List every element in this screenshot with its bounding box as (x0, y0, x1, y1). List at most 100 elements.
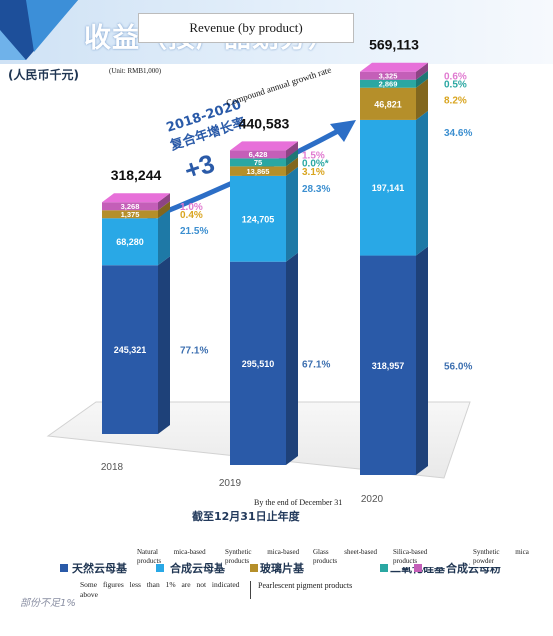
legend-label-cn-natural: 天然云母基 (72, 562, 127, 575)
legend-item-glass: 玻璃片基 Glass sheet-based products (250, 540, 386, 582)
bar-side-natural-2019 (286, 252, 298, 465)
total-label-2020: 569,113 (369, 37, 419, 53)
legend-item-silica: 二氧化硅基 Silica-based products (380, 540, 460, 582)
category-label-2019: 2019 (219, 478, 242, 489)
data-label-glass-2019: 13,865 (247, 167, 270, 176)
bar-side-powder-2020 (416, 62, 428, 80)
bar-synthetic-2020 (360, 119, 416, 256)
bar-top-2020 (360, 62, 428, 72)
cagr-arrowhead (330, 120, 356, 142)
bar-side-synthetic-2019 (286, 166, 298, 262)
legend-swatch-silica (380, 564, 388, 572)
bar-powder-2019 (230, 150, 286, 159)
legend-label-glass: Glass sheet-based products (310, 547, 386, 567)
share-label-glass-2019: 3.1% (302, 167, 325, 178)
data-label-powder-2020: 3,325 (379, 71, 398, 80)
bar-powder-2020 (360, 71, 416, 80)
bar-side-silica-2020 (416, 70, 428, 88)
bar-side-silica-2019 (286, 149, 298, 167)
bar-side-synthetic-2018 (158, 209, 170, 266)
legend-swatch-synthetic (156, 564, 164, 572)
unit-label: (Unit: RMB1,000) (106, 64, 204, 78)
x-axis-caption-cn: 截至12月31日止年度 (192, 510, 300, 523)
bar-side-glass-2019 (286, 157, 298, 176)
bar-powder-2018 (102, 202, 158, 211)
legend-item-natural: 天然云母基 Natural mica-based products (60, 540, 230, 582)
share-label-silica-2019: 0.0%* (302, 158, 329, 169)
data-label-silica-2019: 75 (254, 158, 262, 167)
bar-silica-2020 (360, 79, 416, 88)
bars-layer: 245,321 77.1% 68,280 21.5% 1,375 0.4% 3,268 1.0… (101, 37, 473, 505)
legend-label-cn-glass: 玻璃片基 (260, 562, 304, 575)
legend-swatch-powder (414, 564, 422, 572)
data-label-synthetic-2019: 124,705 (242, 214, 275, 224)
total-label-2018: 318,244 (111, 167, 162, 183)
footnote-text: Some figures less than 1% are not indica… (80, 580, 240, 599)
data-label-silica-2020: 2,869 (379, 79, 398, 88)
data-label-synthetic-2018: 68,280 (116, 237, 144, 247)
x-axis-caption: By the end of December 31 (236, 496, 361, 510)
bar-natural-2019 (230, 261, 286, 465)
legend-title: Pearlescent pigment products (258, 581, 353, 590)
legend-label-powder: Synthetic mica powder (470, 547, 536, 567)
bar-side-natural-2018 (158, 256, 170, 434)
footnote: Some figures less than 1% are not indica… (76, 578, 448, 604)
share-label-natural-2018: 77.1% (180, 346, 208, 357)
share-label-synthetic-2018: 21.5% (180, 226, 208, 237)
legend-label-natural: Natural mica-based products (134, 547, 230, 567)
bar-glass-2018 (102, 210, 158, 219)
category-label-2020: 2020 (361, 494, 384, 505)
share-label-silica-2020: 0.5% (444, 80, 467, 91)
share-label-glass-2020: 8.2% (444, 96, 467, 107)
page-title: Revenue (by product) (138, 13, 354, 43)
bar-side-natural-2020 (416, 246, 428, 475)
unit-label-cn: (人民币千元) (8, 68, 79, 82)
bar-side-synthetic-2020 (416, 110, 428, 256)
share-label-powder-2020: 0.6% (444, 72, 467, 83)
legend: 天然云母基 Natural mica-based products 合成云母基 … (0, 540, 553, 582)
bar-side-glass-2020 (416, 78, 428, 120)
legend-label-silica: Silica-based products (390, 547, 450, 567)
category-label-2018: 2018 (101, 462, 124, 473)
data-label-powder-2018: 3,268 (121, 202, 140, 211)
data-label-synthetic-2020: 197,141 (372, 183, 405, 193)
logo-icon (0, 0, 78, 60)
data-label-natural-2020: 318,957 (372, 361, 405, 371)
legend-swatch-natural (60, 564, 68, 572)
share-label-powder-2018: 1.0% (180, 202, 203, 213)
data-label-glass-2020: 46,821 (374, 99, 402, 109)
legend-swatch-glass (250, 564, 258, 572)
bar-side-powder-2019 (286, 141, 298, 159)
bar-synthetic-2018 (102, 218, 158, 266)
bar-side-glass-2018 (158, 201, 170, 219)
data-label-glass-2018: 1,375 (121, 210, 140, 219)
share-label-natural-2020: 56.0% (444, 361, 472, 372)
cagr-value: +3 (181, 148, 218, 186)
legend-label-cn-synthetic: 合成云母基 (170, 562, 225, 575)
share-label-synthetic-2020: 34.6% (444, 128, 472, 139)
bar-side-powder-2018 (158, 193, 170, 211)
share-label-glass-2018: 0.4% (180, 210, 203, 221)
share-label-synthetic-2019: 28.3% (302, 184, 330, 195)
data-label-powder-2019: 6,428 (249, 150, 268, 159)
legend-item-powder: 合成云母粉 Synthetic mica powder (414, 540, 550, 582)
bar-glass-2019 (230, 166, 286, 176)
bar-silica-2019 (230, 158, 286, 167)
data-label-natural-2019: 295,510 (242, 359, 275, 369)
share-label-powder-2019: 1.5% (302, 150, 325, 161)
bar-synthetic-2019 (230, 175, 286, 262)
legend-label-synthetic: Synthetic mica-based products (222, 547, 318, 567)
data-label-natural-2018: 245,321 (114, 345, 147, 355)
bar-glass-2020 (360, 87, 416, 120)
share-label-natural-2019: 67.1% (302, 359, 330, 370)
legend-item-synthetic: 合成云母基 Synthetic mica-based products (156, 540, 318, 582)
total-label-2019: 440,583 (239, 115, 290, 131)
bar-natural-2020 (360, 255, 416, 475)
footnote-divider (250, 581, 251, 599)
bar-natural-2018 (102, 265, 158, 434)
bar-top-2019 (230, 141, 298, 151)
bar-top-2018 (102, 193, 170, 203)
footnote-cn: 部份不足1% (20, 598, 76, 609)
